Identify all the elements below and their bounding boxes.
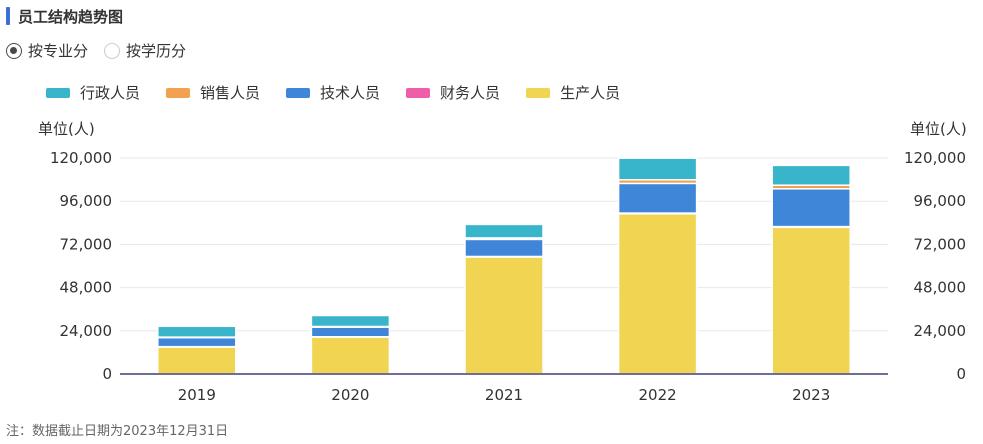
footnote: 注：数据截止日期为2023年12月31日 <box>6 424 229 439</box>
legend-swatch <box>46 87 70 98</box>
radio-label-by-major: 按专业分 <box>28 42 89 60</box>
bar-segment <box>617 213 698 375</box>
radio-checked-icon[interactable] <box>6 42 22 59</box>
bar-segment <box>617 157 698 181</box>
legend-item[interactable]: 行政人员 <box>46 82 140 103</box>
bar-segment <box>464 256 544 375</box>
legend-label: 销售人员 <box>200 84 261 102</box>
legend-item[interactable]: 技术人员 <box>286 82 380 103</box>
chart-header: 员工结构趋势图 <box>6 6 123 26</box>
bar-segment <box>157 346 237 375</box>
x-tick-label: 2019 <box>178 386 216 404</box>
bar-segment <box>310 314 391 328</box>
bar-segment <box>157 336 237 348</box>
y-tick-label-right: 72,000 <box>914 235 967 253</box>
grouping-toggle: 按专业分 按学历分 <box>6 40 202 61</box>
radio-label-by-education: 按学历分 <box>126 42 187 60</box>
y-tick-label-right: 0 <box>956 365 966 383</box>
legend-swatch <box>526 87 551 98</box>
radio-by-major[interactable]: 按专业分 <box>6 40 88 61</box>
y-tick-label-left: 72,000 <box>60 235 113 253</box>
legend-item[interactable]: 销售人员 <box>166 82 260 103</box>
legend-label: 行政人员 <box>80 84 141 102</box>
y-tick-label-left: 48,000 <box>60 279 113 297</box>
legend-label: 技术人员 <box>320 84 381 102</box>
y-tick-label-right: 120,000 <box>904 149 966 167</box>
bar-segment <box>310 326 391 338</box>
y-tick-label-left: 120,000 <box>50 149 112 167</box>
x-tick-label: 2022 <box>639 386 677 404</box>
bar-segment <box>771 188 851 228</box>
y-tick-label-left: 24,000 <box>60 322 113 340</box>
legend-swatch <box>286 87 311 98</box>
legend-item[interactable]: 生产人员 <box>526 82 620 103</box>
bar-segment <box>771 164 851 186</box>
legend-label: 生产人员 <box>560 84 621 102</box>
bar-segment <box>617 182 698 214</box>
bar-segment <box>464 223 544 239</box>
bar-segment <box>310 336 391 375</box>
radio-unchecked-icon[interactable] <box>104 42 121 59</box>
y-tick-label-right: 96,000 <box>914 192 967 210</box>
radio-by-education[interactable]: 按学历分 <box>104 40 186 61</box>
legend-swatch <box>166 87 191 98</box>
y-tick-label-right: 24,000 <box>914 322 967 340</box>
bar-segment <box>157 325 237 338</box>
bar-segment <box>771 226 851 375</box>
chart-legend: 行政人员 销售人员 技术人员 财务人员 生产人员 <box>46 82 646 103</box>
x-tick-label: 2023 <box>792 386 830 404</box>
x-tick-label: 2020 <box>331 386 369 404</box>
page-title: 员工结构趋势图 <box>18 7 124 26</box>
y-tick-label-right: 48,000 <box>914 279 967 297</box>
y-axis-unit-left: 单位(人) <box>38 120 95 138</box>
y-tick-label-left: 96,000 <box>60 192 113 210</box>
title-accent-bar <box>6 7 10 25</box>
legend-label: 财务人员 <box>440 84 501 102</box>
legend-swatch <box>406 87 431 98</box>
y-tick-label-left: 0 <box>102 365 112 383</box>
x-tick-label: 2021 <box>485 386 523 404</box>
legend-item[interactable]: 财务人员 <box>406 82 500 103</box>
bar-segment <box>464 238 544 258</box>
y-axis-unit-right: 单位(人) <box>910 120 967 138</box>
